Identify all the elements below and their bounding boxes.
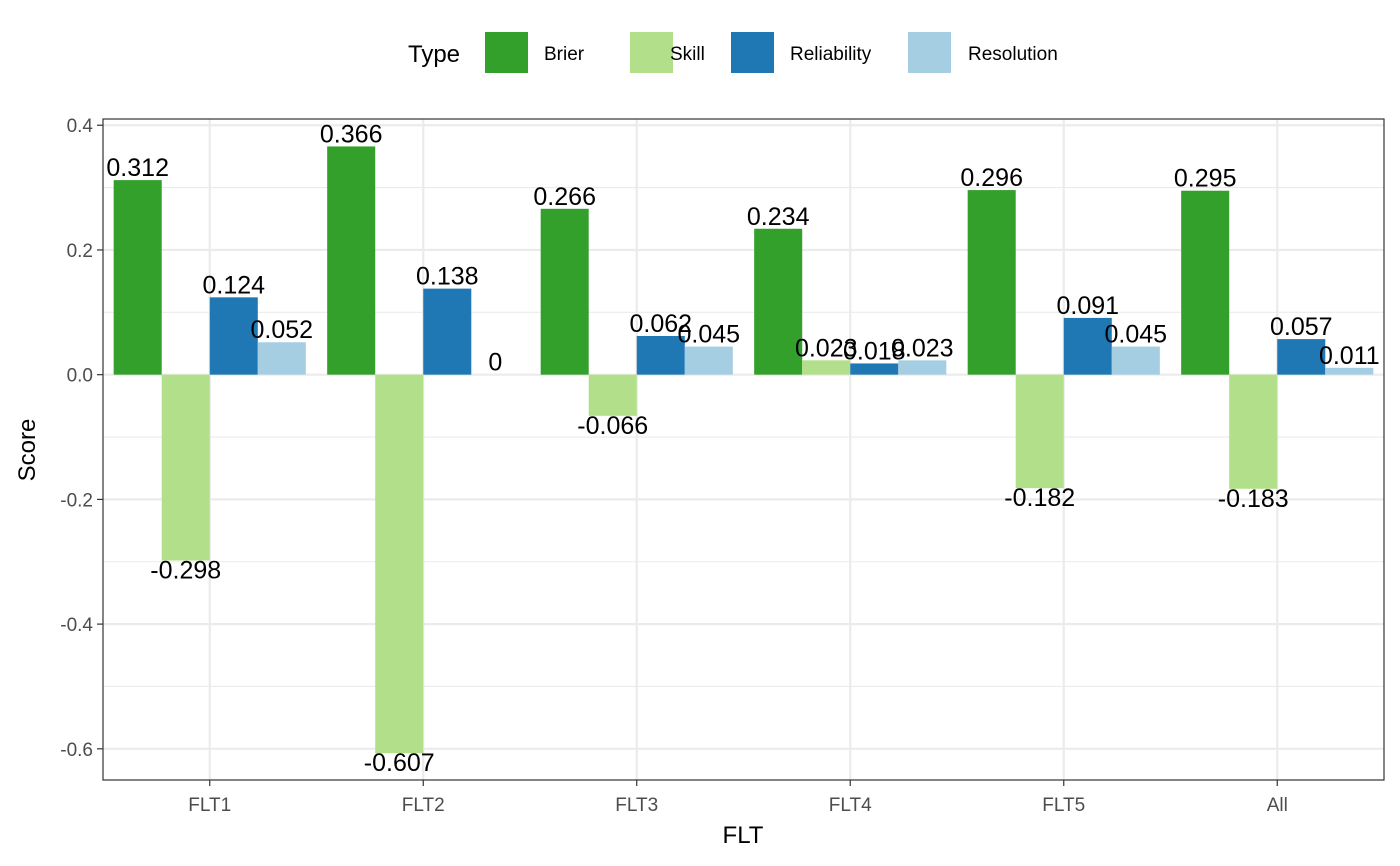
y-tick-label: -0.4 <box>60 615 93 636</box>
x-axis: FLT1 FLT2 FLT3 FLT4 FLT5 All <box>188 780 1288 816</box>
legend-label-reliability: Reliability <box>790 44 872 65</box>
x-axis-title: FLT <box>723 822 764 849</box>
x-tick-label: FLT1 <box>188 795 231 816</box>
data-label: 0.366 <box>320 120 383 148</box>
data-label: 0.011 <box>1319 342 1380 370</box>
legend-key-resolution <box>908 32 951 73</box>
bar-brier-flt3 <box>540 208 589 375</box>
bar-reliability-flt3 <box>636 336 685 375</box>
bar-reliability-flt2 <box>423 288 472 375</box>
y-tick-label: 0.2 <box>67 241 93 262</box>
bar-skill-flt3 <box>588 374 637 416</box>
data-label: 0.091 <box>1056 292 1119 320</box>
legend-key-skill <box>630 32 673 73</box>
data-label: 0.296 <box>960 164 1023 192</box>
bar-resolution-flt1 <box>257 342 306 375</box>
data-label: -0.182 <box>1004 484 1075 512</box>
data-label: 0.266 <box>533 183 596 211</box>
plot-background <box>103 119 1384 780</box>
bar-brier-flt4 <box>754 228 803 375</box>
data-label: -0.298 <box>150 556 221 584</box>
data-label: 0.023 <box>891 334 954 362</box>
y-tick-label: -0.6 <box>60 740 93 761</box>
bar-brier-flt5 <box>967 190 1016 375</box>
x-tick-label: All <box>1267 795 1288 816</box>
y-axis: -0.6 -0.4 -0.2 0.0 0.2 0.4 <box>60 116 103 761</box>
data-label: 0.295 <box>1174 165 1237 193</box>
bar-brier-flt2 <box>327 146 376 375</box>
plot-border <box>102 118 1385 781</box>
x-tick-label: FLT4 <box>829 795 872 816</box>
legend-key-reliability <box>731 32 774 73</box>
legend-label-skill: Skill <box>670 44 705 65</box>
data-label: 0.018 <box>843 337 906 365</box>
data-label: 0.234 <box>747 203 810 231</box>
data-label: 0.045 <box>678 321 741 349</box>
bar-skill-flt1 <box>161 374 210 561</box>
y-tick-label: 0.0 <box>67 366 93 387</box>
bar-skill-flt2 <box>375 374 424 754</box>
grid <box>103 119 1384 780</box>
legend: Type Brier Skill Reliability Resolution <box>408 32 1058 73</box>
data-label: 0.312 <box>106 154 169 182</box>
bar-resolution-flt4 <box>898 360 947 375</box>
data-label: 0.124 <box>202 271 265 299</box>
bars <box>113 146 1374 754</box>
data-label: 0.045 <box>1105 321 1168 349</box>
legend-label-brier: Brier <box>544 44 585 65</box>
bar-reliability-all <box>1277 339 1326 375</box>
bar-reliability-flt1 <box>209 297 258 375</box>
data-label: 0.138 <box>416 263 479 291</box>
data-label: 0.023 <box>795 334 858 362</box>
bar-brier-flt1 <box>113 180 162 375</box>
bar-skill-flt5 <box>1015 374 1064 489</box>
bar-resolution-all <box>1325 367 1374 375</box>
data-label: 0.057 <box>1270 313 1333 341</box>
legend-label-resolution: Resolution <box>968 44 1058 65</box>
data-labels: 0.312 0.366 0.266 0.234 0.296 0.295 -0.298 -0.6… <box>106 120 1379 777</box>
bar-skill-all <box>1229 374 1278 489</box>
bar-reliability-flt4 <box>850 363 899 375</box>
bar-reliability-flt5 <box>1063 317 1112 375</box>
data-label: -0.066 <box>577 412 648 440</box>
x-tick-label: FLT5 <box>1042 795 1085 816</box>
data-label: 0 <box>488 349 502 377</box>
bar-brier-all <box>1181 190 1230 375</box>
data-label: -0.607 <box>364 749 435 777</box>
data-label: -0.183 <box>1218 485 1289 513</box>
bar-resolution-flt5 <box>1111 346 1160 375</box>
legend-key-brier <box>485 32 528 73</box>
y-tick-label: 0.4 <box>67 116 94 137</box>
data-label: 0.062 <box>629 310 692 338</box>
x-tick-label: FLT3 <box>615 795 658 816</box>
y-axis-title: Score <box>14 419 41 482</box>
x-tick-label: FLT2 <box>402 795 445 816</box>
legend-title: Type <box>408 41 460 68</box>
bar-resolution-flt3 <box>684 346 733 375</box>
y-tick-label: -0.2 <box>60 490 93 511</box>
bar-skill-flt4 <box>802 360 851 375</box>
data-label: 0.052 <box>251 316 314 344</box>
